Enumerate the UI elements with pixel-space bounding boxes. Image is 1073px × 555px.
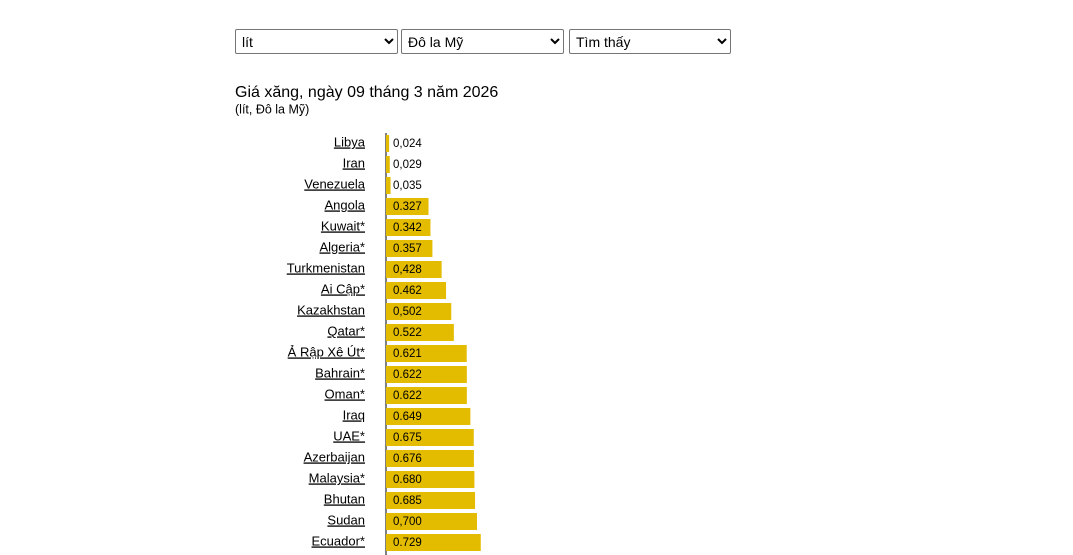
value-label: 0.680 <box>393 474 422 486</box>
country-link[interactable]: Libya <box>334 134 366 149</box>
value-label: 0,029 <box>393 159 422 171</box>
country-link[interactable]: UAE* <box>333 428 365 443</box>
value-label: 0.462 <box>393 285 422 297</box>
value-label: 0.342 <box>393 222 422 234</box>
value-label: 0,035 <box>393 180 422 192</box>
bar <box>386 282 447 299</box>
value-label: 0.622 <box>393 390 422 402</box>
country-link[interactable]: Kazakhstan <box>297 302 365 317</box>
bar <box>386 261 442 278</box>
value-label: 0.676 <box>393 453 422 465</box>
country-link[interactable]: Ecuador* <box>312 533 365 548</box>
bar <box>386 198 429 215</box>
country-link[interactable]: Ả Rập Xê Út* <box>288 344 365 359</box>
value-label: 0.622 <box>393 369 422 381</box>
value-label: 0.522 <box>393 327 422 339</box>
unit-select[interactable]: lít <box>235 29 398 54</box>
bar <box>386 429 474 446</box>
country-link[interactable]: Ai Cập* <box>321 281 365 296</box>
bar <box>386 324 454 341</box>
value-label: 0.621 <box>393 348 422 360</box>
bar <box>386 156 390 173</box>
value-label: 0.675 <box>393 432 422 444</box>
country-link[interactable]: Qatar* <box>327 323 365 338</box>
bar <box>386 219 431 236</box>
bar <box>386 387 467 404</box>
country-link[interactable]: Turkmenistan <box>287 260 365 275</box>
bar <box>386 366 467 383</box>
bar <box>386 534 481 551</box>
country-link[interactable]: Iraq <box>343 407 365 422</box>
value-label: 0,428 <box>393 264 422 276</box>
chart-subtitle: (lít, Đô la Mỹ) <box>235 102 309 116</box>
country-link[interactable]: Angola <box>325 197 366 212</box>
value-label: 0.729 <box>393 537 422 549</box>
value-label: 0.327 <box>393 201 422 213</box>
country-link[interactable]: Malaysia* <box>309 470 365 485</box>
value-label: 0,024 <box>393 138 422 150</box>
bar <box>386 471 475 488</box>
value-label: 0.357 <box>393 243 422 255</box>
bar <box>386 303 452 320</box>
chart-title: Giá xăng, ngày 09 tháng 3 năm 2026 <box>235 84 498 101</box>
bar <box>386 492 476 509</box>
bar <box>386 135 390 152</box>
country-link[interactable]: Sudan <box>327 512 365 527</box>
bar <box>386 177 391 194</box>
currency-select[interactable]: Đô la Mỹ <box>401 29 564 54</box>
value-label: 0,700 <box>393 516 422 528</box>
country-link[interactable]: Azerbaijan <box>304 449 365 464</box>
country-link[interactable]: Venezuela <box>304 176 365 191</box>
country-link[interactable]: Kuwait* <box>321 218 365 233</box>
country-link[interactable]: Bahrain* <box>315 365 365 380</box>
sort-select[interactable]: Tìm thấy <box>569 29 731 54</box>
value-label: 0,502 <box>393 306 422 318</box>
bar <box>386 345 467 362</box>
bar <box>386 240 433 257</box>
bar <box>386 408 471 425</box>
value-label: 0.685 <box>393 495 422 507</box>
country-link[interactable]: Algeria* <box>319 239 365 254</box>
bar <box>386 450 474 467</box>
country-link[interactable]: Oman* <box>325 386 365 401</box>
bar <box>386 513 477 530</box>
country-link[interactable]: Bhutan <box>324 491 365 506</box>
country-link[interactable]: Iran <box>343 155 365 170</box>
value-label: 0.649 <box>393 411 422 423</box>
